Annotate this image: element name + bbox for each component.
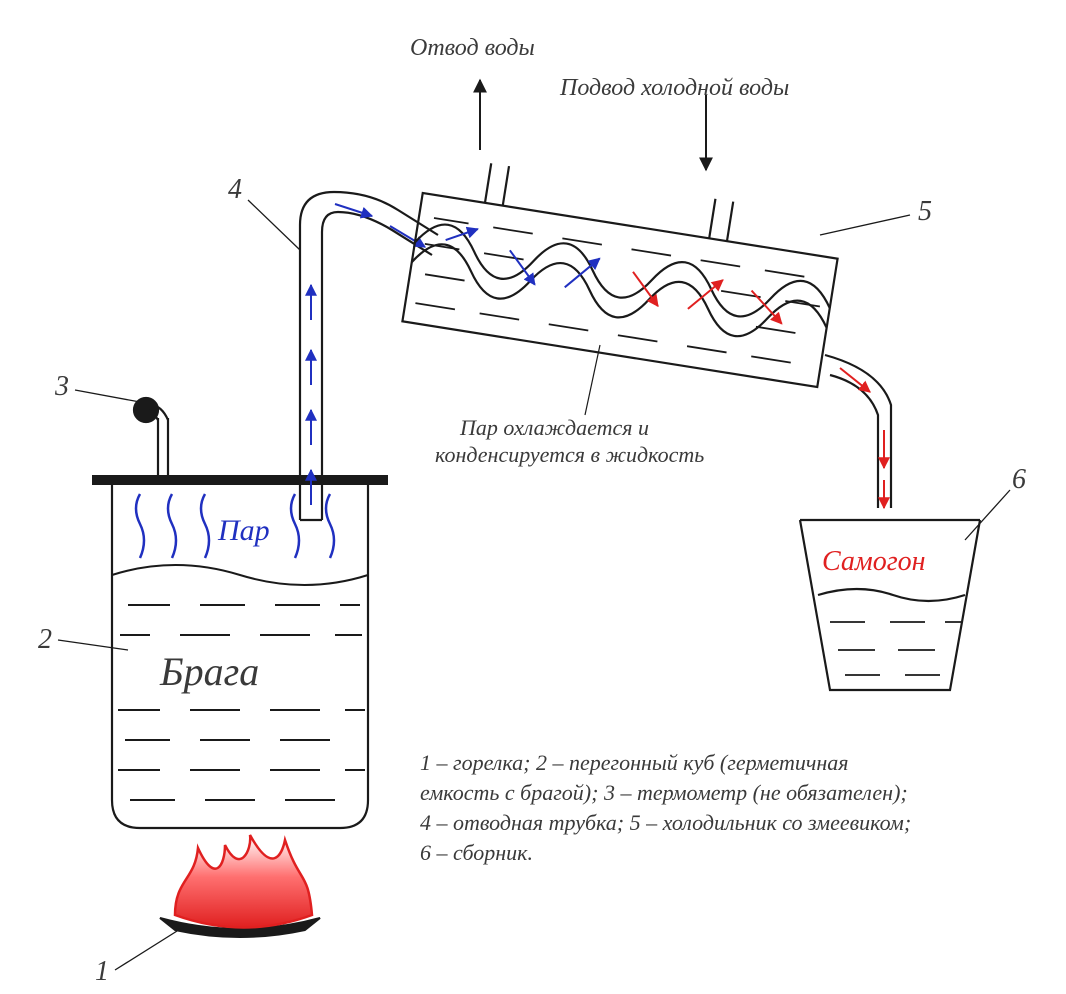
vapor-arrows bbox=[311, 204, 425, 505]
outlet-tube bbox=[825, 355, 891, 508]
distillation-diagram: Пар Брага bbox=[0, 0, 1066, 994]
flame-icon bbox=[175, 835, 312, 928]
callout-1: 1 bbox=[95, 956, 109, 987]
legend-line-2: емкость с брагой); 3 – термометр (не обя… bbox=[420, 780, 908, 805]
burner bbox=[160, 835, 320, 937]
water-in-label: Подвод холодной воды bbox=[559, 75, 789, 101]
thermometer bbox=[134, 398, 168, 478]
callout-6: 6 bbox=[1012, 464, 1026, 495]
condense-text-2: конденсируется в жидкость bbox=[435, 442, 704, 467]
legend: 1 – горелка; 2 – перегонный куб (гермети… bbox=[420, 750, 911, 865]
legend-line-4: 6 – сборник. bbox=[420, 840, 533, 865]
product-label: Самогон bbox=[822, 546, 926, 577]
callout-2: 2 bbox=[38, 624, 52, 655]
condenser bbox=[402, 153, 843, 387]
steam-label: Пар bbox=[217, 514, 270, 547]
callout-3: 3 bbox=[54, 371, 69, 402]
condense-leader bbox=[585, 345, 600, 415]
condense-text-1: Пар охлаждается и bbox=[459, 415, 649, 440]
legend-line-1: 1 – горелка; 2 – перегонный куб (гермети… bbox=[420, 750, 849, 775]
legend-line-3: 4 – отводная трубка; 5 – холодильник со … bbox=[420, 810, 911, 835]
callout-5: 5 bbox=[918, 196, 932, 227]
mash-label: Брага bbox=[159, 649, 259, 694]
callout-4: 4 bbox=[228, 174, 242, 205]
callout-numbers: 1 2 3 4 5 6 bbox=[38, 174, 1026, 987]
water-out-label: Отвод воды bbox=[410, 35, 535, 61]
